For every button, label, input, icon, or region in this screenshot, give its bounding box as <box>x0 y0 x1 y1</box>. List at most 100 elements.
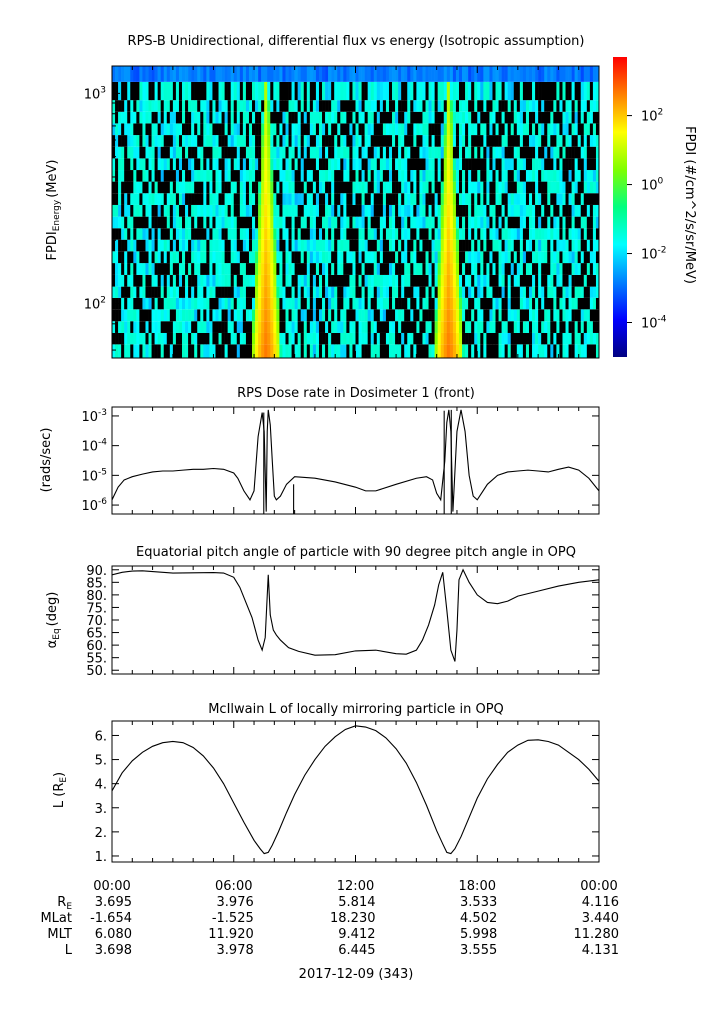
spectrogram-cell <box>315 66 320 82</box>
spectrogram-cell <box>312 344 317 358</box>
spectrogram-cell <box>370 100 375 112</box>
spectrogram-cell <box>157 123 161 136</box>
spectrogram-cell <box>571 251 575 264</box>
spectrogram-cell <box>151 204 155 217</box>
spectrogram-cell <box>343 181 347 194</box>
spectrogram-cell <box>297 332 302 345</box>
spectrogram-cell <box>477 228 481 240</box>
spectrogram-cell <box>188 204 192 217</box>
spectrogram-cell <box>480 321 484 333</box>
spectrogram-cell <box>136 181 140 194</box>
spectrogram-cell <box>422 170 426 182</box>
spectrogram-cell <box>431 321 435 333</box>
spectrogram-cell <box>331 193 335 205</box>
spectrogram-cell <box>258 286 262 298</box>
spectrogram-cell <box>224 332 228 345</box>
spectrogram-cell <box>182 332 186 345</box>
spectrogram-cell <box>200 274 204 287</box>
spectrogram-cell <box>121 216 125 229</box>
spectrogram-cell <box>510 100 515 112</box>
spectrogram-cell <box>300 216 305 229</box>
spectrogram-cell <box>206 66 210 82</box>
spectrogram-cell <box>352 297 356 310</box>
spectrogram-cell <box>425 344 429 358</box>
spectrogram-cell <box>328 297 332 310</box>
spectrogram-cell <box>577 239 582 252</box>
spectrogram-cell <box>218 274 222 287</box>
spectrogram-cell <box>538 193 542 205</box>
spectrogram-cell <box>501 286 505 298</box>
spectrogram-cell <box>489 193 493 205</box>
spectrogram-cell <box>595 297 600 310</box>
spectrogram-cell <box>376 239 381 252</box>
spectrogram-cell <box>550 309 554 322</box>
spectrogram-cell <box>130 332 134 345</box>
spectrogram-cell <box>252 263 256 275</box>
spectrogram-cell <box>343 111 347 124</box>
spectrogram-cell <box>315 332 320 345</box>
spectrogram-cell <box>595 111 600 124</box>
spectrogram-cell <box>112 239 116 252</box>
spectrogram-cell <box>163 332 168 345</box>
spectrogram-cell <box>312 193 317 205</box>
spectrogram-cell <box>498 100 502 112</box>
spectrogram-cell <box>136 81 140 101</box>
spectrogram-cell <box>337 146 341 159</box>
spectrogram-cell <box>285 204 289 217</box>
spectrogram-cell <box>124 123 128 136</box>
spectrogram-cell <box>592 146 597 159</box>
spectrogram-cell <box>273 321 277 333</box>
spectrogram-cell <box>422 297 426 310</box>
spectrogram-cell <box>510 263 515 275</box>
spectrogram-cell <box>474 181 478 194</box>
spectrogram-cell <box>525 332 530 345</box>
spectrogram-cell <box>248 181 253 194</box>
spectrogram-cell <box>352 344 356 358</box>
spectrogram-cell <box>303 146 308 159</box>
spectrogram-cell <box>145 228 149 240</box>
spectrogram-cell <box>492 286 496 298</box>
spectrogram-cell <box>139 297 143 310</box>
spectrogram-cell <box>431 111 435 124</box>
spectrogram-cell <box>340 344 344 358</box>
spectrogram-cell <box>166 344 171 358</box>
spectrogram-cell <box>255 158 259 171</box>
spectrogram-cell <box>455 135 460 147</box>
spectrogram-cell <box>574 309 578 322</box>
spectrogram-cell <box>398 181 402 194</box>
spectrogram-cell <box>264 228 268 240</box>
spectrogram-cell <box>163 81 168 101</box>
spectrogram-cell <box>209 309 213 322</box>
spectrogram-cell <box>379 274 384 287</box>
spectrogram-cell <box>446 81 451 101</box>
spectrogram-cell <box>273 344 277 358</box>
spectrogram-cell <box>489 100 493 112</box>
spectrogram-cell <box>182 228 186 240</box>
spectrogram-cell <box>139 332 143 345</box>
spectrogram-cell <box>504 309 508 322</box>
spectrogram-cell <box>343 135 347 147</box>
spectrogram-cell <box>477 204 481 217</box>
spectrogram-cell <box>294 193 298 205</box>
spectrogram-cell <box>133 193 137 205</box>
spectrogram-cell <box>565 81 569 101</box>
spectrogram-cell <box>267 100 271 112</box>
spectrogram-cell <box>532 204 536 217</box>
spectrogram-cell <box>382 239 387 252</box>
spectrogram-cell <box>471 239 475 252</box>
spectrogram-cell <box>373 297 378 310</box>
spectrogram-cell <box>206 321 210 333</box>
spectrogram-cell <box>449 263 454 275</box>
spectrogram-cell <box>556 344 560 358</box>
spectrogram-cell <box>185 228 189 240</box>
spectrogram-cell <box>452 204 457 217</box>
spectrogram-cell <box>395 204 399 217</box>
spectrogram-cell <box>483 239 487 252</box>
spectrogram-cell <box>498 170 502 182</box>
spectrogram-cell <box>388 81 393 101</box>
spectrogram-cell <box>513 66 518 82</box>
spectrogram-cell <box>255 81 259 101</box>
spectrogram-cell <box>218 239 222 252</box>
spectrogram-cell <box>288 158 292 171</box>
spectrogram-cell <box>154 216 158 229</box>
